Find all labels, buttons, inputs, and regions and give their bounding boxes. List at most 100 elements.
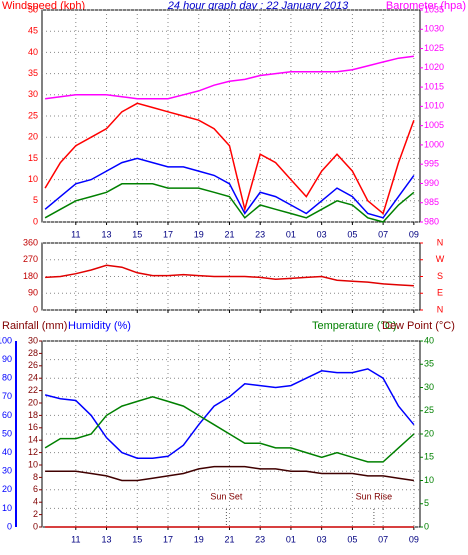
x-tick-label: 15	[132, 229, 142, 239]
y-tick-label: 25	[28, 110, 38, 120]
y2-tick-label: 35	[424, 359, 434, 369]
y2-tick-label: 990	[424, 178, 439, 188]
y2-tick-label: 15	[424, 452, 434, 462]
y-tick-label: 20	[28, 132, 38, 142]
series-line	[44, 396, 415, 463]
y3-tick-label: 26	[28, 360, 38, 370]
y-tick-label: 40	[2, 447, 12, 457]
series-line	[45, 465, 415, 482]
y-tick-label: 30	[28, 89, 38, 99]
x-tick-label: 05	[347, 534, 357, 544]
y-tick-label: 20	[2, 484, 12, 494]
x-tick-label: 17	[163, 229, 173, 239]
y3-tick-label: 8	[33, 472, 38, 482]
y2-tick-label: 1010	[424, 101, 444, 111]
y-tick-label: 0	[33, 304, 38, 314]
temperature-label: Temperature (°C)	[312, 320, 396, 332]
dewpoint-label: Dew Point (°C)	[382, 320, 455, 332]
x-tick-label: 19	[194, 229, 204, 239]
rainfall-label: Rainfall (mm)	[2, 320, 67, 332]
y-tick-label: 35	[28, 68, 38, 78]
y-tick-label: 10	[2, 503, 12, 513]
x-tick-label: 09	[409, 229, 419, 239]
y3-tick-label: 2	[33, 509, 38, 519]
y-tick-label: 45	[28, 26, 38, 36]
x-tick-label: 11	[71, 534, 80, 544]
y2-tick-label: 985	[424, 197, 439, 207]
y2-tick-label: 1000	[424, 139, 444, 149]
y2-tick-label: 40	[424, 335, 434, 345]
y2-tick-label: N	[437, 304, 444, 314]
y-tick-label: 0	[7, 521, 12, 531]
x-tick-label: 23	[255, 534, 265, 544]
x-tick-label: 03	[317, 534, 327, 544]
y-tick-label: 60	[2, 410, 12, 420]
x-tick-label: 01	[286, 229, 296, 239]
y3-tick-label: 14	[28, 435, 38, 445]
y2-tick-label: 10	[424, 475, 434, 485]
y3-tick-label: 16	[28, 422, 38, 432]
y2-tick-label: 5	[424, 498, 429, 508]
humidity-label: Humidity (%)	[68, 320, 131, 332]
y-tick-label: 0	[33, 216, 38, 226]
y2-tick-label: 0	[424, 521, 429, 531]
y-tick-label: 30	[2, 466, 12, 476]
windspeed-label: Windspeed (kph)	[2, 0, 85, 12]
y-tick-label: 70	[2, 391, 12, 401]
y2-tick-label: 1035	[424, 4, 444, 14]
x-tick-label: 07	[378, 229, 388, 239]
x-tick-label: 23	[255, 229, 265, 239]
series-line	[45, 264, 414, 287]
x-tick-label: 13	[102, 229, 112, 239]
y-tick-label: 80	[2, 373, 12, 383]
y-tick-label: 5	[33, 195, 38, 205]
series-line	[44, 368, 415, 459]
chart-title: 24 hour graph day : 22 January 2013	[167, 0, 349, 12]
y2-tick-label: S	[437, 271, 443, 281]
y3-tick-label: 22	[28, 385, 38, 395]
y2-tick-label: N	[437, 237, 444, 247]
y-tick-label: 10	[28, 174, 38, 184]
y-tick-label: 50	[28, 4, 38, 14]
y2-tick-label: 1005	[424, 120, 444, 130]
x-tick-label: 11	[71, 229, 80, 239]
x-tick-label: 13	[102, 534, 112, 544]
y-tick-label: 50	[2, 428, 12, 438]
y-tick-label: 360	[23, 237, 38, 247]
x-tick-label: 01	[286, 534, 296, 544]
x-tick-label: 15	[132, 534, 142, 544]
y2-tick-label: 995	[424, 159, 439, 169]
x-tick-label: 17	[163, 534, 173, 544]
x-tick-label: 09	[409, 534, 419, 544]
y3-tick-label: 20	[28, 397, 38, 407]
y-tick-label: 15	[28, 153, 38, 163]
y2-tick-label: 1020	[424, 62, 444, 72]
y2-tick-label: 1025	[424, 43, 444, 53]
x-tick-label: 19	[194, 534, 204, 544]
series-line	[44, 157, 415, 219]
y2-tick-label: 980	[424, 216, 439, 226]
y2-tick-label: E	[437, 288, 443, 298]
y3-tick-label: 0	[33, 521, 38, 531]
y2-tick-label: 30	[424, 382, 434, 392]
series-line	[45, 55, 414, 100]
y-tick-label: 100	[0, 335, 12, 345]
y3-tick-label: 18	[28, 410, 38, 420]
barometer-label: Barometer (hpa)	[386, 0, 466, 12]
x-tick-label: 03	[317, 229, 327, 239]
y3-tick-label: 6	[33, 484, 38, 494]
annotation: Sun Set	[210, 491, 243, 501]
series-line	[44, 102, 415, 215]
y2-tick-label: 1015	[424, 81, 444, 91]
y2-tick-label: 25	[424, 405, 434, 415]
y-tick-label: 270	[23, 254, 38, 264]
y3-tick-label: 28	[28, 348, 38, 358]
y3-tick-label: 4	[33, 497, 38, 507]
y2-tick-label: W	[436, 254, 445, 264]
x-tick-label: 07	[378, 534, 388, 544]
y2-tick-label: 20	[424, 428, 434, 438]
annotation: Sun Rise	[356, 491, 393, 501]
x-tick-label: 21	[224, 229, 234, 239]
y3-tick-label: 30	[28, 335, 38, 345]
